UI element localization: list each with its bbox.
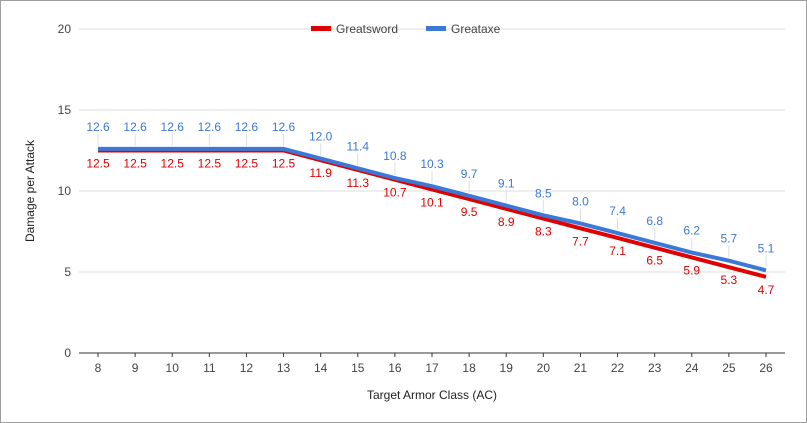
- legend-label: Greataxe: [451, 22, 501, 36]
- y-tick-label: 10: [58, 184, 72, 198]
- y-tick-label: 15: [58, 103, 72, 117]
- x-tick-label: 22: [611, 361, 625, 375]
- data-label: 12.6: [198, 120, 222, 134]
- data-label: 5.7: [721, 232, 738, 246]
- x-axis-title: Target Armor Class (AC): [367, 388, 497, 402]
- x-tick-label: 9: [132, 361, 139, 375]
- data-label: 12.6: [161, 120, 185, 134]
- data-label: 10.1: [420, 195, 444, 209]
- legend-swatch: [426, 26, 446, 31]
- data-label: 8.5: [535, 186, 552, 200]
- data-label: 12.0: [309, 130, 333, 144]
- x-tick-label: 24: [685, 361, 699, 375]
- data-label: 12.5: [272, 157, 296, 171]
- data-label: 5.9: [683, 263, 700, 277]
- data-label: 12.5: [123, 157, 147, 171]
- data-label: 12.6: [235, 120, 259, 134]
- x-tick-label: 21: [574, 361, 588, 375]
- data-label: 7.7: [572, 234, 589, 248]
- y-tick-label: 5: [64, 265, 71, 279]
- data-label: 12.6: [272, 120, 296, 134]
- data-label: 5.3: [721, 273, 738, 287]
- data-label: 8.9: [498, 215, 515, 229]
- y-axis-title: Damage per Attack: [23, 139, 37, 242]
- y-tick-label: 20: [58, 22, 72, 36]
- x-tick-label: 15: [351, 361, 365, 375]
- x-tick-label: 17: [425, 361, 439, 375]
- data-label: 12.6: [123, 120, 147, 134]
- legend-label: Greatsword: [336, 22, 398, 36]
- x-tick-label: 10: [166, 361, 180, 375]
- data-label: 10.3: [420, 157, 444, 171]
- data-label: 9.1: [498, 177, 515, 191]
- data-label: 7.4: [609, 204, 626, 218]
- data-label: 5.1: [758, 241, 775, 255]
- data-label: 11.3: [347, 176, 370, 190]
- data-label: 8.0: [572, 194, 589, 208]
- data-label: 7.1: [609, 244, 626, 258]
- data-label: 8.3: [535, 225, 552, 239]
- x-tick-label: 11: [203, 361, 216, 375]
- data-label: 12.5: [235, 157, 259, 171]
- data-label: 6.2: [683, 224, 700, 238]
- x-tick-label: 19: [500, 361, 514, 375]
- series-line-greataxe: [98, 146, 767, 273]
- x-tick-label: 12: [240, 361, 254, 375]
- data-label: 10.8: [383, 149, 407, 163]
- x-tick-label: 14: [314, 361, 328, 375]
- data-label: 12.5: [86, 157, 110, 171]
- data-label: 6.8: [646, 214, 663, 228]
- x-tick-label: 20: [537, 361, 551, 375]
- legend-swatch: [311, 26, 331, 31]
- x-tick-label: 13: [277, 361, 291, 375]
- data-label: 9.5: [461, 205, 478, 219]
- data-label: 11.4: [347, 139, 370, 153]
- data-label: 11.9: [309, 166, 332, 180]
- data-label: 12.5: [198, 157, 222, 171]
- data-label: 12.6: [86, 120, 110, 134]
- x-tick-label: 16: [388, 361, 402, 375]
- x-tick-label: 23: [648, 361, 662, 375]
- x-tick-label: 8: [95, 361, 102, 375]
- data-label: 4.7: [758, 283, 775, 297]
- data-label: 12.5: [161, 157, 185, 171]
- data-label: 10.7: [383, 186, 407, 200]
- data-label: 6.5: [646, 254, 663, 268]
- data-label: 9.7: [461, 167, 478, 181]
- x-tick-label: 26: [759, 361, 773, 375]
- x-tick-label: 18: [462, 361, 476, 375]
- y-tick-label: 0: [64, 346, 71, 360]
- x-tick-label: 25: [722, 361, 736, 375]
